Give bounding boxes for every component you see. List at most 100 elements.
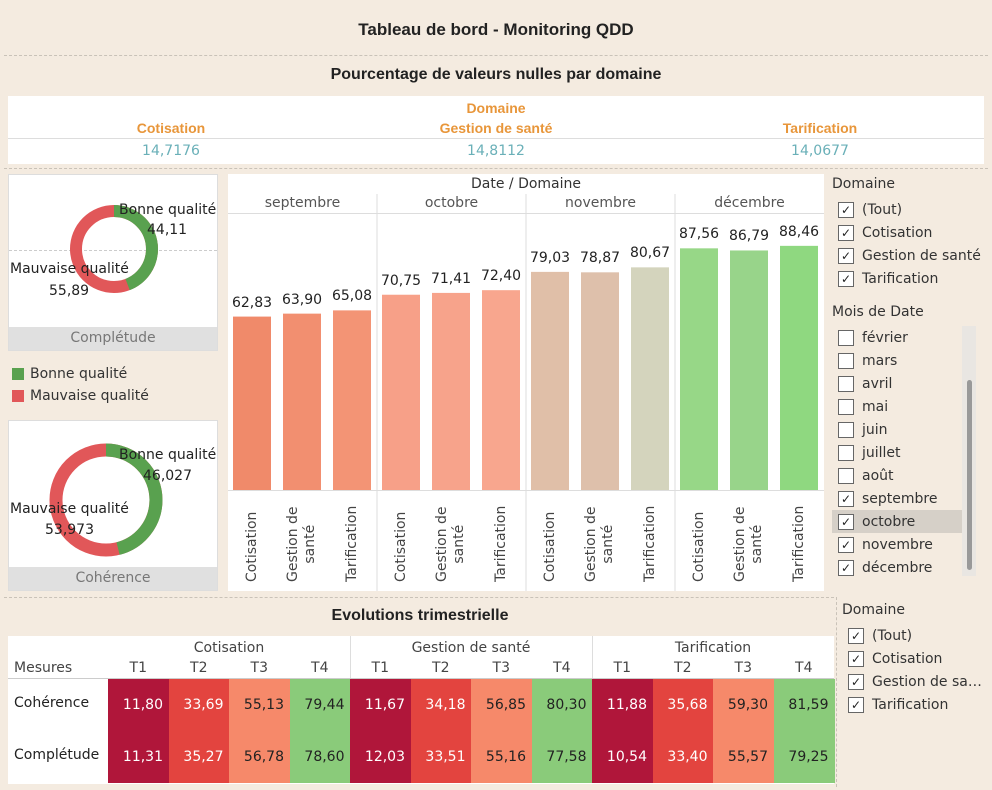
checkbox[interactable]: ✓ [838, 224, 854, 241]
bar[interactable] [333, 310, 371, 490]
filter-title-domaine: Domaine [832, 176, 895, 192]
filter-item[interactable]: mars [832, 349, 964, 372]
bar[interactable] [780, 245, 818, 490]
bar-value-label: 62,83 [231, 294, 273, 311]
bar-value-label: 65,08 [331, 288, 373, 305]
month-header: octobre [424, 195, 479, 211]
filter-item-label: juillet [862, 444, 901, 461]
filter-item[interactable]: mai [832, 395, 964, 418]
bar[interactable] [531, 271, 569, 490]
bar[interactable] [482, 290, 520, 490]
filter-item[interactable]: ✓ Tarification [832, 267, 988, 290]
filter-item-label: (Tout) [872, 627, 913, 644]
table-cell: 79,25 [773, 731, 835, 783]
filter-item[interactable]: ✓ décembre [832, 556, 964, 579]
filter-list-domaine: ✓ (Tout) ✓ Cotisation ✓ Gestion de santé ✓ Tari… [832, 198, 988, 290]
divider [836, 597, 837, 787]
checkbox[interactable] [838, 329, 854, 346]
legend-swatch [12, 390, 24, 402]
donut-good-arc [70, 205, 158, 293]
filter-item[interactable]: ✓ novembre [832, 533, 964, 556]
row-label: Complétude [14, 747, 100, 763]
group-header: Gestion de santé [411, 640, 531, 656]
quarter-header: T4 [795, 660, 813, 676]
table-cell: 77,58 [531, 731, 593, 783]
scrollbar-track[interactable] [962, 326, 976, 576]
checkbox[interactable] [838, 398, 854, 415]
filter-item[interactable]: ✓ Gestion de sa… [842, 670, 988, 693]
bar[interactable] [283, 313, 321, 490]
bar[interactable] [631, 267, 669, 490]
table-cell: 59,30 [713, 679, 774, 731]
table-cell: 80,30 [531, 679, 593, 731]
category-label: Gestion de santé [732, 506, 765, 582]
bar-value-label: 87,56 [678, 226, 720, 243]
filter-item[interactable]: ✓ (Tout) [842, 624, 988, 647]
checkbox[interactable]: ✓ [848, 627, 864, 644]
filter-item[interactable]: août [832, 464, 964, 487]
bar-value-label: 88,46 [778, 223, 820, 240]
filter-item-label: mars [862, 352, 898, 369]
bar[interactable] [730, 250, 768, 490]
bar-chart-panel: Date / Domaine septembre 62,83 Cotisation 6… [228, 174, 824, 591]
nulls-col-header: Cotisation [136, 120, 206, 136]
scrollbar-thumb[interactable] [967, 380, 972, 570]
bar-value-label: 79,03 [529, 249, 571, 266]
filter-item-label: décembre [862, 559, 933, 576]
legend-item[interactable]: Mauvaise qualité [12, 386, 212, 406]
checkbox[interactable]: ✓ [838, 536, 854, 553]
filter-item[interactable]: avril [832, 372, 964, 395]
checkbox[interactable] [838, 352, 854, 369]
table-cell: 56,85 [471, 679, 532, 731]
table-cell: 10,54 [592, 731, 653, 783]
filter-item[interactable]: ✓ octobre [832, 510, 964, 533]
filter-item-label: Tarification [872, 696, 949, 713]
checkbox[interactable] [838, 375, 854, 392]
table-cell: 55,16 [471, 731, 532, 783]
nulls-col-header: Tarification [782, 120, 858, 136]
filter-item-label: février [862, 329, 908, 346]
filter-title-mois: Mois de Date [832, 304, 924, 320]
table-cell: 78,60 [289, 731, 351, 783]
filter-item[interactable]: février [832, 326, 964, 349]
month-header: septembre [264, 195, 341, 211]
filter-item[interactable]: juin [832, 418, 964, 441]
legend-item[interactable]: Bonne qualité [12, 364, 212, 384]
table-cell: 35,68 [652, 679, 714, 731]
quarter-header: T1 [129, 660, 147, 676]
table-cell: 11,31 [108, 731, 169, 783]
filter-item[interactable]: ✓ Cotisation [842, 647, 988, 670]
checkbox[interactable]: ✓ [838, 247, 854, 264]
checkbox[interactable]: ✓ [848, 673, 864, 690]
checkbox[interactable]: ✓ [848, 650, 864, 667]
filter-item[interactable]: ✓ Tarification [842, 693, 988, 716]
checkbox[interactable]: ✓ [838, 513, 854, 530]
bar[interactable] [233, 316, 271, 490]
filter-item[interactable]: ✓ septembre [832, 487, 964, 510]
filter-item-label: août [862, 467, 894, 484]
checkbox[interactable]: ✓ [848, 696, 864, 713]
checkbox[interactable]: ✓ [838, 559, 854, 576]
checkbox[interactable] [838, 421, 854, 438]
category-label: Tarification [493, 505, 509, 582]
checkbox[interactable] [838, 467, 854, 484]
bar[interactable] [680, 248, 718, 490]
filter-item[interactable]: juillet [832, 441, 964, 464]
nulls-table: Domaine Cotisation Gestion de santé Tari… [8, 96, 984, 164]
bar[interactable] [382, 294, 420, 490]
category-label: Gestion de santé [285, 506, 318, 582]
checkbox[interactable] [838, 444, 854, 461]
filter-item[interactable]: ✓ Cotisation [832, 221, 988, 244]
group-header: Cotisation [193, 640, 265, 656]
checkbox[interactable]: ✓ [838, 201, 854, 218]
chart-title: Date / Domaine [470, 176, 582, 192]
checkbox[interactable]: ✓ [838, 270, 854, 287]
bar[interactable] [581, 272, 619, 490]
bad-label: Mauvaise qualité [10, 501, 129, 517]
filters-panel: Domaine ✓ (Tout) ✓ Cotisation ✓ Gestion de sa… [832, 174, 988, 594]
bar[interactable] [432, 292, 470, 490]
filter-item-label: mai [862, 398, 889, 415]
filter-item[interactable]: ✓ (Tout) [832, 198, 988, 221]
checkbox[interactable]: ✓ [838, 490, 854, 507]
filter-item[interactable]: ✓ Gestion de santé [832, 244, 988, 267]
